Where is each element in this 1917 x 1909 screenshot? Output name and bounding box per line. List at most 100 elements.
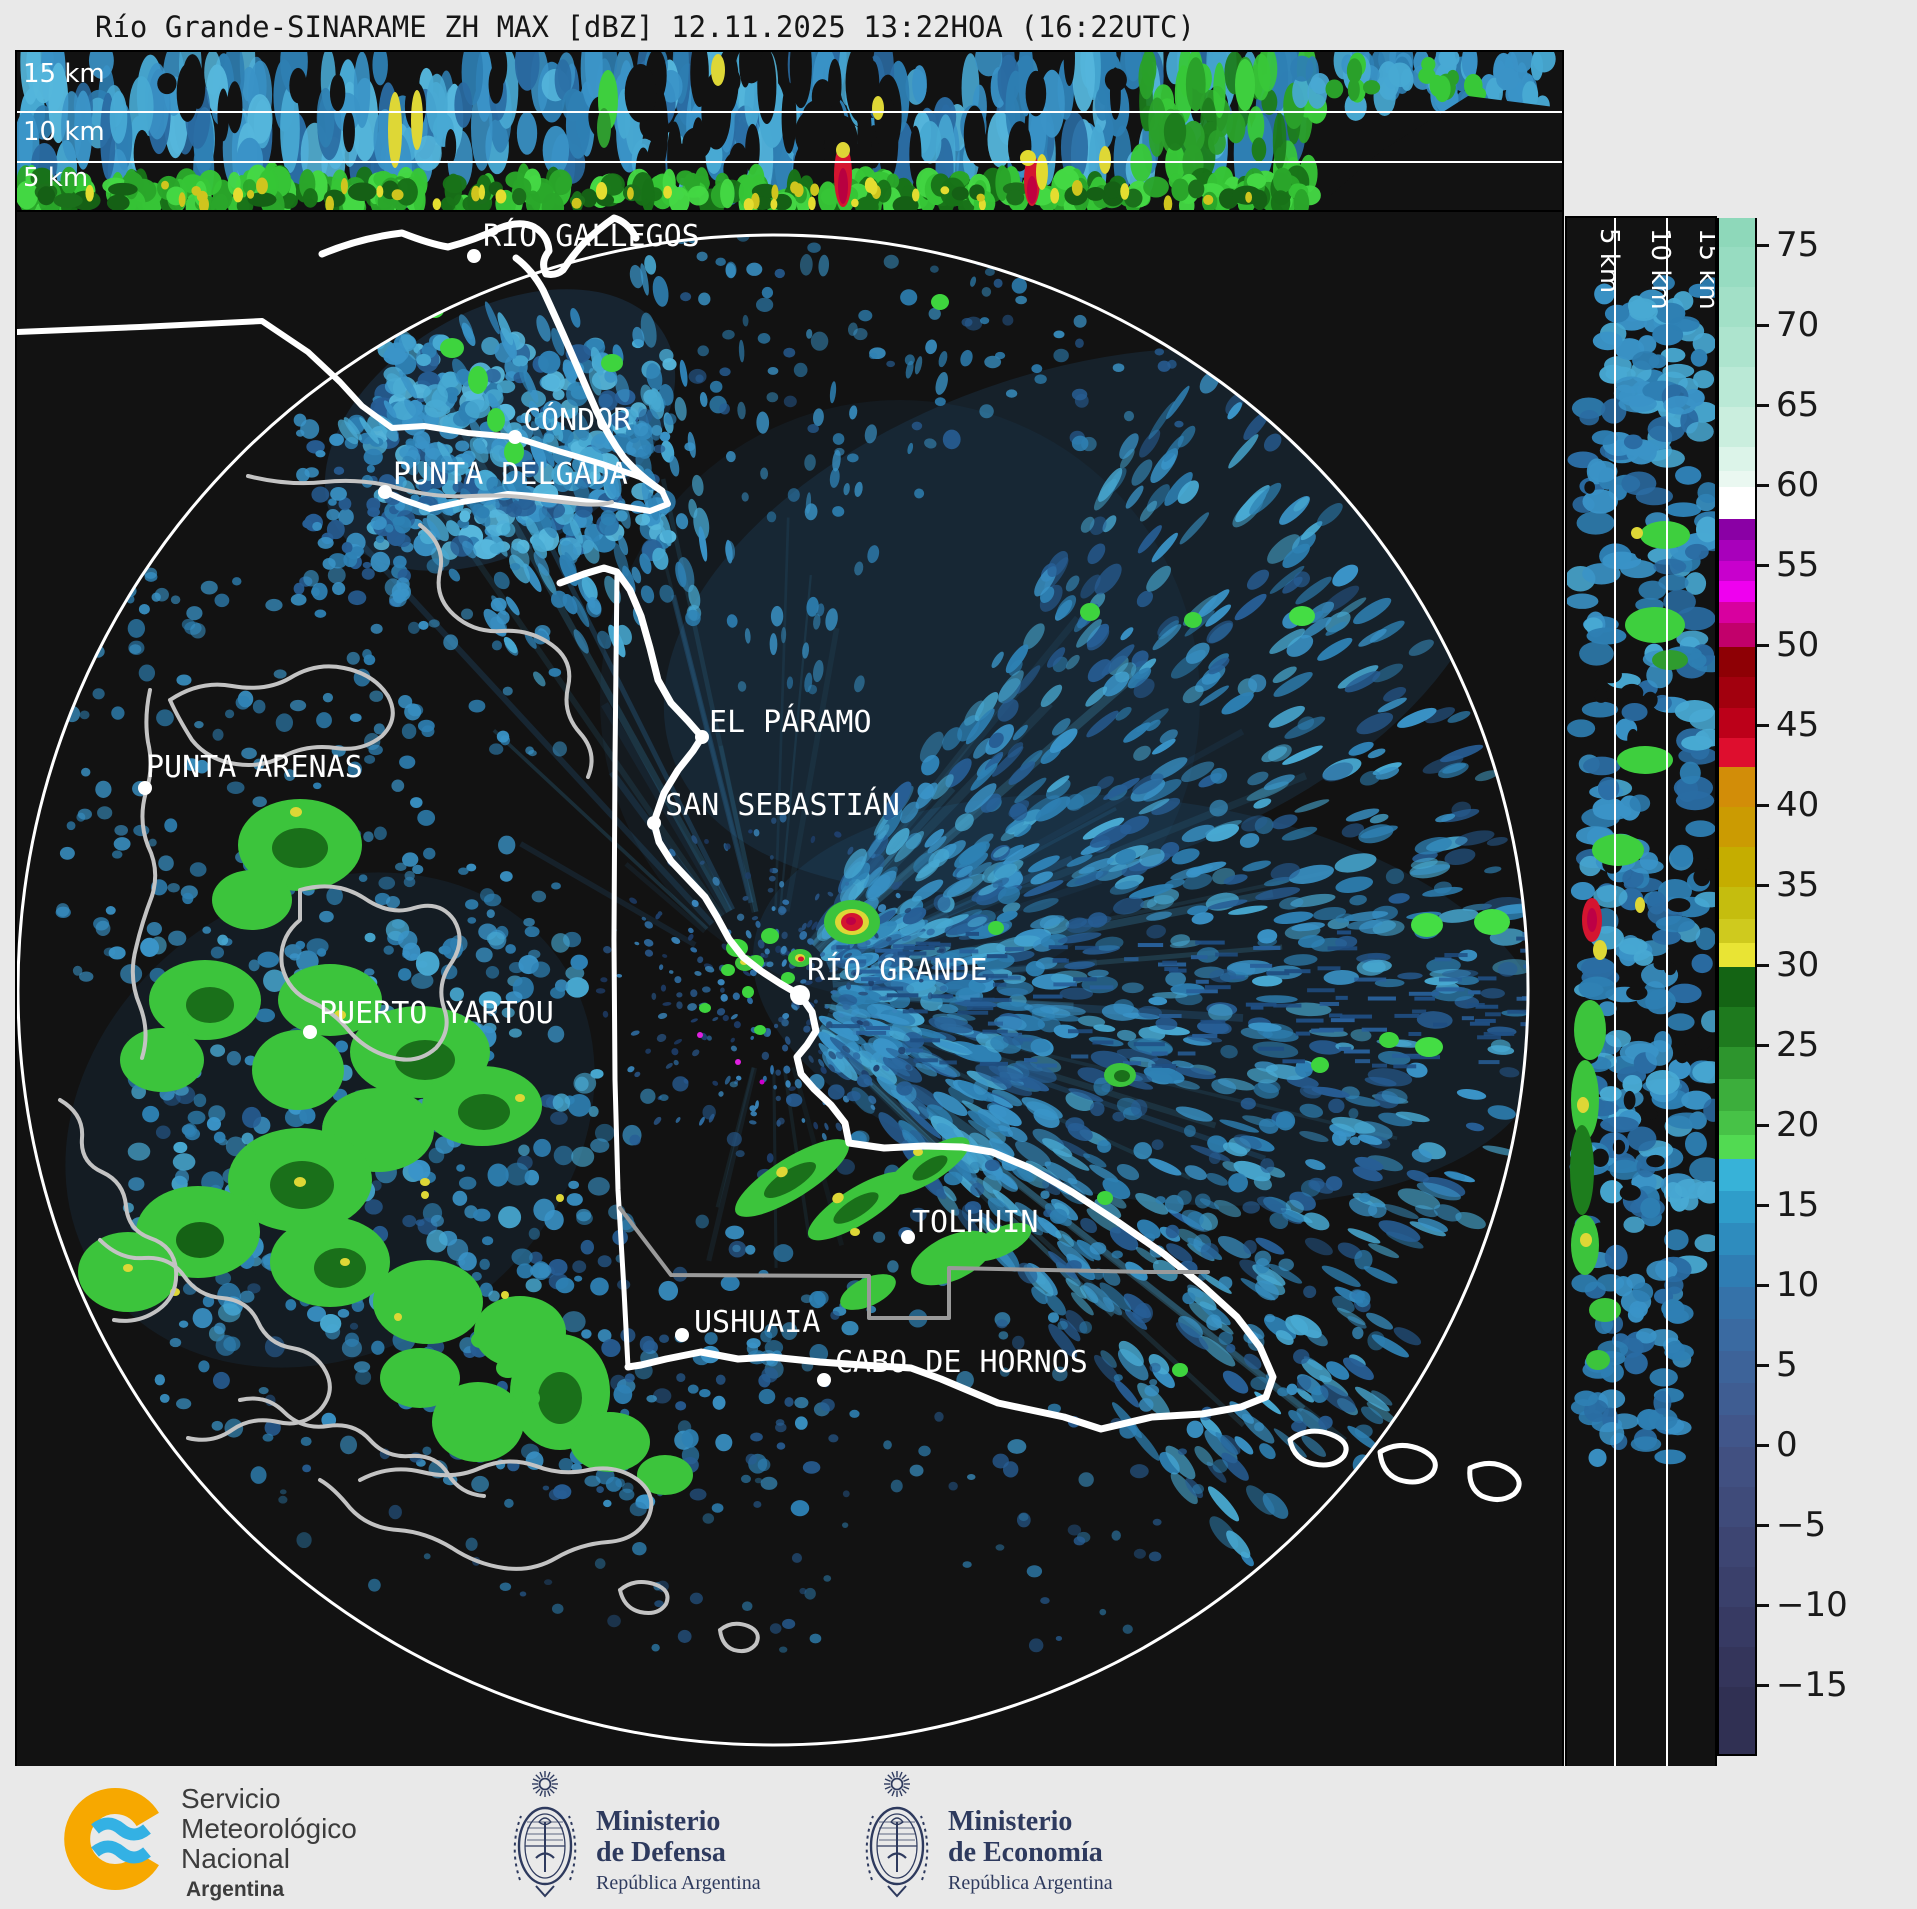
smn-wave-1 [91, 1817, 151, 1841]
coastline-island-3 [1467, 1461, 1522, 1502]
colorbar-segment [1719, 560, 1755, 582]
colorbar-tick [1757, 644, 1769, 647]
colorbar-segment [1719, 447, 1755, 471]
coastline-atlantic-coast-north [512, 254, 666, 495]
economia-line-2: de Economía [948, 1837, 1103, 1868]
colorbar-tick [1757, 1684, 1769, 1687]
colorbar-tick-label: 15 [1776, 1185, 1820, 1225]
colorbar-tick [1757, 884, 1769, 887]
colorbar-segment [1719, 1255, 1755, 1287]
colorbar-segment [1719, 1447, 1755, 1487]
colorbar-segment [1719, 1527, 1755, 1567]
coastline-tierra-del-fuego-coast [556, 564, 1277, 1433]
city-dot [508, 430, 522, 444]
smn-line-1: Servicio [181, 1783, 281, 1814]
colorbar-segment [1719, 602, 1755, 623]
colorbar-segment [1719, 707, 1755, 739]
city-dot [675, 1328, 689, 1342]
ministry-economia-text: Ministerio de Economía República Argenti… [948, 1806, 1113, 1895]
colorbar-segment [1719, 539, 1755, 561]
colorbar-tick-label: 60 [1776, 465, 1820, 505]
colorbar-tick-label: 40 [1776, 785, 1820, 825]
colorbar-segment [1719, 1415, 1755, 1447]
smn-name: Servicio Meteorológico Nacional [181, 1784, 357, 1874]
colorbar-tick [1757, 404, 1769, 407]
coastline-island-2 [1377, 1443, 1438, 1485]
city-dot [790, 985, 810, 1005]
height-label: 15 km [23, 59, 105, 89]
map-label-punta-delgada: PUNTA DELGADA [393, 457, 628, 492]
smn-wave-2 [91, 1840, 151, 1864]
colorbar-segment [1719, 1047, 1755, 1079]
economia-sub: República Argentina [948, 1872, 1113, 1894]
colorbar-segment [1719, 1191, 1755, 1223]
colorbar-segment [1719, 807, 1755, 847]
smn-line-2: Meteorológico [181, 1813, 357, 1844]
colorbar-tick-label: 30 [1776, 945, 1820, 985]
argentina-coat-of-arms [513, 1771, 577, 1898]
colorbar-tick [1757, 564, 1769, 567]
colorbar-tick-label: 20 [1776, 1105, 1820, 1145]
colorbar-segment [1719, 247, 1755, 287]
colorbar-segment [1719, 487, 1755, 519]
map-label-r-o-gallegos: RÍO GALLEGOS [483, 218, 700, 254]
coastline-punta-arenas-coast [130, 688, 158, 1060]
colorbar-segment [1719, 767, 1755, 807]
colorbar-segment [1719, 887, 1755, 919]
defensa-line-1: Ministerio [596, 1806, 721, 1837]
colorbar-segment [1719, 1079, 1755, 1111]
colorbar-segment [1719, 407, 1755, 447]
footer-logos: Servicio Meteorológico Nacional Argentin… [0, 1766, 1917, 1909]
smn-country: Argentina [186, 1878, 285, 1901]
height-label: 10 km [1645, 228, 1675, 310]
colorbar-tick [1757, 324, 1769, 327]
colorbar-segment [1719, 1223, 1755, 1255]
colorbar-tick-label: 45 [1776, 705, 1820, 745]
colorbar-segment [1719, 647, 1755, 678]
colorbar-tick [1757, 1364, 1769, 1367]
colorbar-tick-label: 65 [1776, 385, 1820, 425]
colorbar-segment [1719, 327, 1755, 367]
colorbar-tick-label: 5 [1776, 1345, 1798, 1385]
colorbar-tick-label: 70 [1776, 305, 1820, 345]
smn-logo [64, 1788, 159, 1890]
colorbar-tick-label: 35 [1776, 865, 1820, 905]
colorbar-segment [1719, 471, 1755, 487]
colorbar-tick [1757, 724, 1769, 727]
city-dot [817, 1373, 831, 1387]
colorbar-tick-label: 0 [1776, 1425, 1798, 1465]
colorbar [1717, 218, 1757, 1756]
city-dot [303, 1025, 317, 1039]
colorbar-tick [1757, 804, 1769, 807]
height-label: 5 km [23, 163, 88, 193]
colorbar-segment [1719, 1383, 1755, 1415]
coastline-argentina-chile-border [611, 569, 631, 1370]
colorbar-segment [1719, 1159, 1755, 1191]
colorbar-segment [1719, 1135, 1755, 1159]
coastline-rio-gallegos-estuary [318, 214, 640, 278]
coastline-fjord-1 [58, 1098, 179, 1323]
right-echo-layer [1567, 275, 1715, 1467]
height-label: 15 km [1693, 228, 1715, 310]
colorbar-segment [1719, 738, 1755, 767]
echo-layer [55, 235, 1528, 1653]
colorbar-segment [1719, 1647, 1755, 1687]
colorbar-segment [1719, 519, 1755, 540]
colorbar-tick-label: 10 [1776, 1265, 1820, 1305]
height-label: 10 km [23, 117, 105, 147]
colorbar-tick [1757, 1284, 1769, 1287]
height-label: 5 km [1594, 228, 1624, 293]
city-dot [378, 485, 392, 499]
colorbar-tick [1757, 1444, 1769, 1447]
smn-line-3: Nacional [181, 1843, 290, 1874]
colorbar-segment [1719, 287, 1755, 327]
coastline-small-island-b [718, 1621, 760, 1654]
colorbar-tick-label: 55 [1776, 545, 1820, 585]
colorbar-segment [1719, 1007, 1755, 1047]
colorbar-tick-label: −15 [1776, 1665, 1848, 1705]
colorbar-tick [1757, 1124, 1769, 1127]
colorbar-segment [1719, 1287, 1755, 1319]
map-label-c-ndor: CÓNDOR [523, 401, 632, 438]
colorbar-tick-label: 25 [1776, 1025, 1820, 1065]
